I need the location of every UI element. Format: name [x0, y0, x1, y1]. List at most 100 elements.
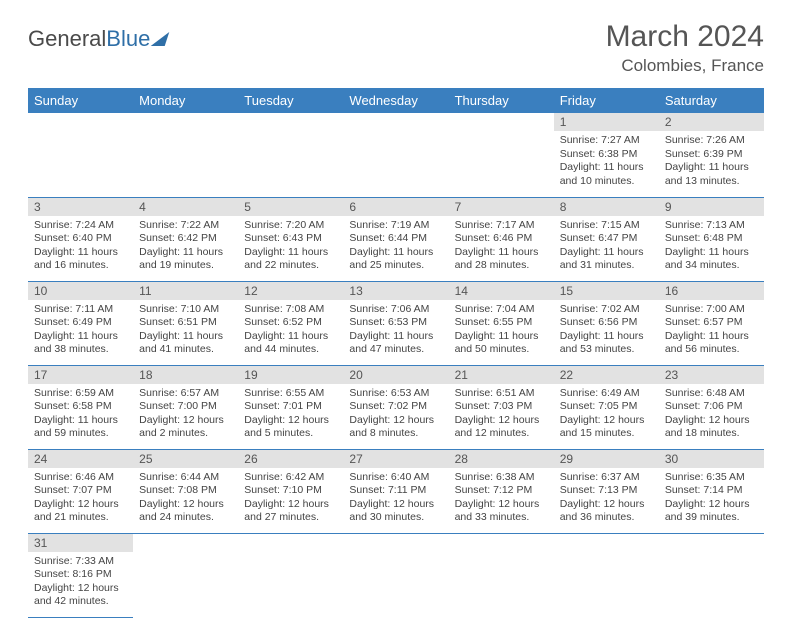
calendar-cell: 16Sunrise: 7:00 AMSunset: 6:57 PMDayligh…: [659, 281, 764, 365]
calendar-cell: 14Sunrise: 7:04 AMSunset: 6:55 PMDayligh…: [449, 281, 554, 365]
day-details: Sunrise: 7:27 AMSunset: 6:38 PMDaylight:…: [554, 131, 659, 193]
calendar-cell: 6Sunrise: 7:19 AMSunset: 6:44 PMDaylight…: [343, 197, 448, 281]
day-details: Sunrise: 7:19 AMSunset: 6:44 PMDaylight:…: [343, 216, 448, 278]
calendar-cell: 11Sunrise: 7:10 AMSunset: 6:51 PMDayligh…: [133, 281, 238, 365]
day-number: 17: [28, 366, 133, 384]
calendar-cell: 8Sunrise: 7:15 AMSunset: 6:47 PMDaylight…: [554, 197, 659, 281]
weekday-header: Wednesday: [343, 88, 448, 113]
calendar-cell: 15Sunrise: 7:02 AMSunset: 6:56 PMDayligh…: [554, 281, 659, 365]
day-details: Sunrise: 7:08 AMSunset: 6:52 PMDaylight:…: [238, 300, 343, 362]
day-details: Sunrise: 7:33 AMSunset: 8:16 PMDaylight:…: [28, 552, 133, 614]
day-details: Sunrise: 6:37 AMSunset: 7:13 PMDaylight:…: [554, 468, 659, 530]
day-number: 13: [343, 282, 448, 300]
calendar-table: Sunday Monday Tuesday Wednesday Thursday…: [28, 88, 764, 618]
day-number: 21: [449, 366, 554, 384]
day-details: Sunrise: 7:24 AMSunset: 6:40 PMDaylight:…: [28, 216, 133, 278]
day-details: Sunrise: 6:49 AMSunset: 7:05 PMDaylight:…: [554, 384, 659, 446]
day-number: 10: [28, 282, 133, 300]
calendar-cell: 28Sunrise: 6:38 AMSunset: 7:12 PMDayligh…: [449, 449, 554, 533]
calendar-cell: 29Sunrise: 6:37 AMSunset: 7:13 PMDayligh…: [554, 449, 659, 533]
weekday-header: Tuesday: [238, 88, 343, 113]
day-number: 2: [659, 113, 764, 131]
calendar-cell-empty: [133, 113, 238, 197]
day-details: Sunrise: 6:57 AMSunset: 7:00 PMDaylight:…: [133, 384, 238, 446]
day-number: 7: [449, 198, 554, 216]
day-details: Sunrise: 7:10 AMSunset: 6:51 PMDaylight:…: [133, 300, 238, 362]
brand-part2: Blue: [106, 26, 150, 52]
calendar-cell: 2Sunrise: 7:26 AMSunset: 6:39 PMDaylight…: [659, 113, 764, 197]
calendar-cell-empty: [659, 533, 764, 617]
day-number: 3: [28, 198, 133, 216]
day-number: 29: [554, 450, 659, 468]
day-number: 25: [133, 450, 238, 468]
day-details: Sunrise: 7:02 AMSunset: 6:56 PMDaylight:…: [554, 300, 659, 362]
calendar-cell: 5Sunrise: 7:20 AMSunset: 6:43 PMDaylight…: [238, 197, 343, 281]
day-details: Sunrise: 6:53 AMSunset: 7:02 PMDaylight:…: [343, 384, 448, 446]
calendar-body: 1Sunrise: 7:27 AMSunset: 6:38 PMDaylight…: [28, 113, 764, 617]
day-number: 4: [133, 198, 238, 216]
calendar-cell-empty: [343, 113, 448, 197]
calendar-cell: 18Sunrise: 6:57 AMSunset: 7:00 PMDayligh…: [133, 365, 238, 449]
calendar-cell: 4Sunrise: 7:22 AMSunset: 6:42 PMDaylight…: [133, 197, 238, 281]
day-details: Sunrise: 6:35 AMSunset: 7:14 PMDaylight:…: [659, 468, 764, 530]
day-number: 22: [554, 366, 659, 384]
brand-triangle-icon: [151, 32, 170, 46]
calendar-cell-empty: [28, 113, 133, 197]
weekday-header: Friday: [554, 88, 659, 113]
header: GeneralBlue March 2024 Colombies, France: [28, 20, 764, 76]
calendar-cell: 13Sunrise: 7:06 AMSunset: 6:53 PMDayligh…: [343, 281, 448, 365]
calendar-row: 24Sunrise: 6:46 AMSunset: 7:07 PMDayligh…: [28, 449, 764, 533]
day-details: Sunrise: 6:48 AMSunset: 7:06 PMDaylight:…: [659, 384, 764, 446]
calendar-cell: 17Sunrise: 6:59 AMSunset: 6:58 PMDayligh…: [28, 365, 133, 449]
calendar-cell-empty: [449, 533, 554, 617]
calendar-cell: 19Sunrise: 6:55 AMSunset: 7:01 PMDayligh…: [238, 365, 343, 449]
day-number: 28: [449, 450, 554, 468]
day-details: Sunrise: 7:17 AMSunset: 6:46 PMDaylight:…: [449, 216, 554, 278]
calendar-cell: 12Sunrise: 7:08 AMSunset: 6:52 PMDayligh…: [238, 281, 343, 365]
day-number: 24: [28, 450, 133, 468]
weekday-header: Thursday: [449, 88, 554, 113]
day-number: 16: [659, 282, 764, 300]
day-details: Sunrise: 6:38 AMSunset: 7:12 PMDaylight:…: [449, 468, 554, 530]
month-title: March 2024: [606, 20, 764, 54]
day-number: 30: [659, 450, 764, 468]
day-details: Sunrise: 6:51 AMSunset: 7:03 PMDaylight:…: [449, 384, 554, 446]
day-details: Sunrise: 7:06 AMSunset: 6:53 PMDaylight:…: [343, 300, 448, 362]
day-number: 11: [133, 282, 238, 300]
calendar-row: 17Sunrise: 6:59 AMSunset: 6:58 PMDayligh…: [28, 365, 764, 449]
calendar-cell: 20Sunrise: 6:53 AMSunset: 7:02 PMDayligh…: [343, 365, 448, 449]
calendar-cell: 25Sunrise: 6:44 AMSunset: 7:08 PMDayligh…: [133, 449, 238, 533]
day-number: 27: [343, 450, 448, 468]
day-number: 6: [343, 198, 448, 216]
day-details: Sunrise: 6:55 AMSunset: 7:01 PMDaylight:…: [238, 384, 343, 446]
calendar-row: 1Sunrise: 7:27 AMSunset: 6:38 PMDaylight…: [28, 113, 764, 197]
calendar-cell-empty: [238, 113, 343, 197]
calendar-cell: 9Sunrise: 7:13 AMSunset: 6:48 PMDaylight…: [659, 197, 764, 281]
day-number: 31: [28, 534, 133, 552]
day-number: 23: [659, 366, 764, 384]
calendar-cell-empty: [449, 113, 554, 197]
calendar-row: 10Sunrise: 7:11 AMSunset: 6:49 PMDayligh…: [28, 281, 764, 365]
day-details: Sunrise: 7:11 AMSunset: 6:49 PMDaylight:…: [28, 300, 133, 362]
calendar-cell-empty: [343, 533, 448, 617]
weekday-header-row: Sunday Monday Tuesday Wednesday Thursday…: [28, 88, 764, 113]
day-number: 18: [133, 366, 238, 384]
day-number: 1: [554, 113, 659, 131]
calendar-cell: 31Sunrise: 7:33 AMSunset: 8:16 PMDayligh…: [28, 533, 133, 617]
weekday-header: Saturday: [659, 88, 764, 113]
day-number: 14: [449, 282, 554, 300]
day-details: Sunrise: 7:15 AMSunset: 6:47 PMDaylight:…: [554, 216, 659, 278]
calendar-cell: 10Sunrise: 7:11 AMSunset: 6:49 PMDayligh…: [28, 281, 133, 365]
day-details: Sunrise: 7:26 AMSunset: 6:39 PMDaylight:…: [659, 131, 764, 193]
calendar-row: 3Sunrise: 7:24 AMSunset: 6:40 PMDaylight…: [28, 197, 764, 281]
day-number: 9: [659, 198, 764, 216]
brand-logo: GeneralBlue: [28, 26, 167, 52]
weekday-header: Sunday: [28, 88, 133, 113]
title-block: March 2024 Colombies, France: [606, 20, 764, 76]
calendar-cell-empty: [238, 533, 343, 617]
day-details: Sunrise: 6:59 AMSunset: 6:58 PMDaylight:…: [28, 384, 133, 446]
day-details: Sunrise: 7:04 AMSunset: 6:55 PMDaylight:…: [449, 300, 554, 362]
day-number: 8: [554, 198, 659, 216]
day-details: Sunrise: 7:20 AMSunset: 6:43 PMDaylight:…: [238, 216, 343, 278]
day-number: 26: [238, 450, 343, 468]
